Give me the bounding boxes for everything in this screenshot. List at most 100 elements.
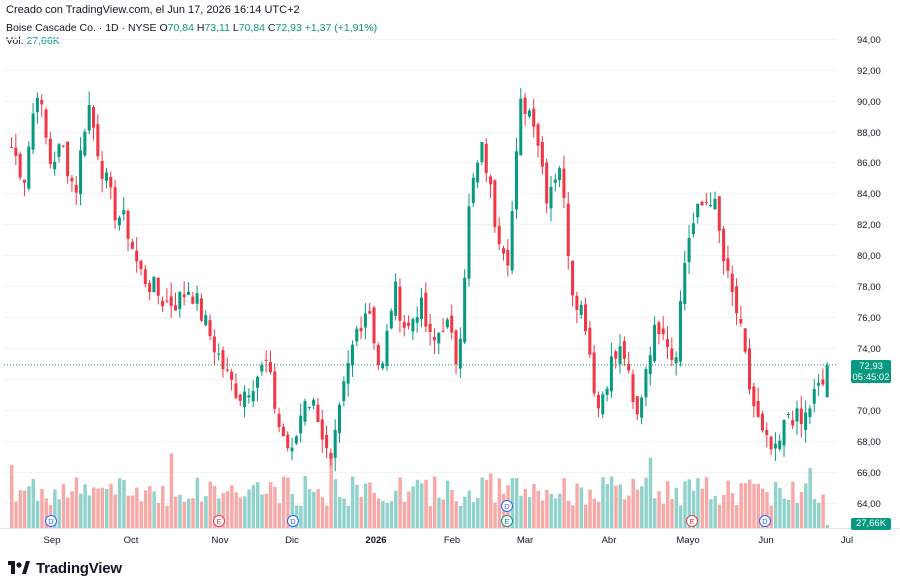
- volume-bar: [739, 483, 743, 528]
- candle-body: [208, 320, 212, 336]
- volume-bar: [83, 484, 87, 528]
- time-tick-label: Sep: [44, 535, 61, 546]
- price-tick-label: 82,00: [857, 220, 881, 231]
- candle-body: [687, 237, 691, 263]
- event-label: E: [689, 517, 694, 526]
- volume-bar: [760, 488, 765, 528]
- volume-bar: [441, 499, 446, 528]
- candle-body: [87, 104, 91, 131]
- volume-bar: [730, 493, 735, 528]
- volume-bar: [191, 498, 195, 528]
- time-tick-label: 2026: [365, 535, 386, 546]
- event-label: E: [504, 517, 509, 526]
- dividend-marker[interactable]: [45, 515, 57, 527]
- candle-body: [817, 382, 821, 386]
- candles: [4, 88, 836, 472]
- volume-bar: [104, 488, 109, 528]
- change-value: +1,37 (+1,91%): [304, 22, 378, 34]
- price-tick-label: 70,00: [857, 406, 881, 417]
- dividend-marker[interactable]: [501, 500, 513, 512]
- volume-bar: [532, 483, 536, 528]
- candle-body: [445, 319, 449, 328]
- earnings-marker[interactable]: [686, 515, 698, 527]
- time-axis[interactable]: Sep Oct Nov Dic 2026 Feb Mar Abr Mayo Jun Jul: [44, 535, 854, 546]
- candle-body: [536, 124, 540, 146]
- candle-body: [489, 176, 493, 185]
- volume-bar: [243, 496, 247, 528]
- volume-bar: [458, 505, 463, 528]
- candle-body: [389, 310, 393, 329]
- volume-bar: [678, 505, 683, 528]
- price-tick-label: 90,00: [857, 97, 881, 108]
- volume-bar: [320, 496, 325, 528]
- candle-body: [277, 413, 281, 427]
- candle-body: [368, 311, 372, 314]
- price-axis[interactable]: 64,0066,0068,0070,0072,0074,0076,0078,00…: [857, 35, 881, 510]
- volume-bar: [666, 481, 670, 528]
- candle-body: [471, 177, 475, 204]
- volume-bar: [53, 489, 57, 528]
- candle-body: [769, 436, 773, 450]
- volume-bar: [281, 476, 286, 528]
- volume-bar: [70, 491, 74, 528]
- close-label: C: [267, 22, 276, 34]
- volume-bar: [527, 497, 532, 528]
- volume-bar: [18, 490, 23, 528]
- candle-body: [376, 344, 380, 366]
- volume-bar: [385, 502, 389, 528]
- volume-bar: [519, 495, 523, 528]
- volume-bar: [778, 488, 782, 528]
- time-tick-label: Oct: [124, 535, 139, 546]
- symbol-title: Boise Cascade Co. · 1D · NYSE: [6, 22, 157, 34]
- volume-bar: [156, 503, 161, 528]
- candle-body: [722, 228, 726, 262]
- candle-body: [748, 348, 752, 390]
- candle-body: [618, 346, 622, 365]
- earnings-marker[interactable]: [213, 515, 225, 527]
- volume-bar: [631, 478, 635, 528]
- earnings-marker[interactable]: [501, 515, 513, 527]
- candle-body: [661, 328, 665, 335]
- volume-bar: [100, 487, 105, 528]
- candle-body: [765, 430, 769, 436]
- candle-body: [165, 300, 169, 302]
- volume-badge: 27,66K: [851, 518, 891, 530]
- candle-body: [804, 412, 808, 430]
- candle-body: [683, 263, 687, 305]
- volume-bar: [415, 479, 420, 528]
- volume-bar: [549, 493, 553, 528]
- tradingview-brand[interactable]: TradingView: [8, 558, 122, 578]
- volume-bar: [234, 492, 238, 528]
- low-label: L: [232, 22, 239, 34]
- candle-body: [432, 336, 436, 341]
- volume-bar: [355, 484, 359, 528]
- candle-body: [307, 406, 311, 408]
- candle-body: [527, 110, 531, 117]
- candle-body: [484, 143, 488, 173]
- candle-body: [415, 317, 419, 323]
- candle-body: [691, 223, 695, 235]
- volume-bar: [722, 494, 726, 528]
- volume-bar: [579, 487, 584, 528]
- candle-body: [428, 323, 432, 332]
- volume-bar: [514, 478, 519, 528]
- volume-bar: [467, 490, 471, 528]
- candle-body: [674, 357, 678, 364]
- candle-body: [74, 184, 78, 193]
- volume-bar: [786, 499, 791, 528]
- dividend-marker[interactable]: [287, 515, 299, 527]
- volume-bar: [92, 487, 96, 528]
- candle-body: [726, 258, 730, 271]
- volume-bar: [592, 498, 597, 528]
- candle-body: [143, 269, 147, 285]
- candle-body: [294, 436, 298, 444]
- volume-bar: [596, 501, 601, 528]
- volume-bar: [489, 473, 493, 528]
- candle-body: [238, 394, 242, 401]
- candle-body: [333, 429, 337, 458]
- dividend-marker[interactable]: [759, 515, 771, 527]
- candle-body: [117, 217, 121, 226]
- candle-body: [420, 297, 424, 320]
- candle-body: [268, 361, 272, 373]
